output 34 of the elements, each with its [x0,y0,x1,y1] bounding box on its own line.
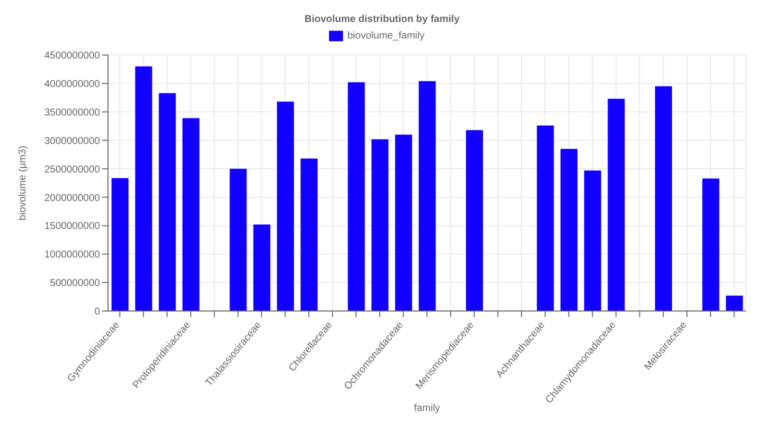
bar [276,102,294,311]
chart-title: Biovolume distribution by family [303,13,460,25]
bar [726,296,743,311]
bar [395,134,412,311]
bar [560,148,578,311]
bar [230,168,247,311]
bar [182,118,200,311]
y-tick-label: 4000000000 [44,78,100,90]
bar [584,170,602,311]
y-tick-label: 3500000000 [44,107,100,118]
bar [300,158,318,311]
y-axis-title: biovolume (µm3) [18,146,29,220]
bar [466,130,483,311]
y-tick-label: 3000000000 [44,136,100,147]
y-tick-label: 2500000000 [44,164,100,176]
bar [371,139,388,311]
bar [348,82,365,311]
y-tick-label: 4500000000 [44,50,100,62]
bar [536,126,554,311]
bar [112,178,129,311]
bar [702,178,720,311]
x-axis-title: family [414,403,440,414]
bar [608,98,625,311]
y-tick-label: 500000000 [50,278,100,290]
y-tick-label: 0 [94,306,100,318]
bar [418,81,436,311]
y-tick-label: 2000000000 [44,192,100,204]
bar [135,66,152,311]
y-tick-label: 1500000000 [44,221,100,232]
legend-label: biovolume_family [347,30,425,42]
bar [158,93,176,311]
y-tick-label: 1000000000 [44,250,100,261]
bar [253,224,270,311]
bar [655,86,672,311]
